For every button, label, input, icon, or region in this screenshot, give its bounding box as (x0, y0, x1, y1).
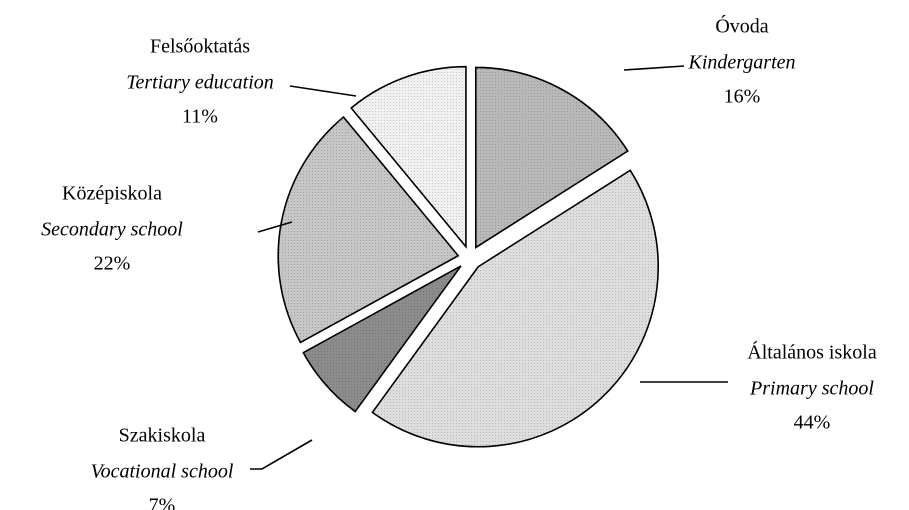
category-label: Középiskola (62, 183, 162, 205)
value-label: 7% (149, 495, 176, 510)
leader-line (623, 65, 685, 71)
value-label: 22% (94, 253, 131, 275)
slice-texture (303, 265, 461, 412)
slice-texture (278, 117, 459, 343)
value-label: 44% (794, 412, 831, 434)
slice-texture (475, 67, 628, 248)
leader-line (250, 439, 313, 470)
subcategory-label: Tertiary education (126, 72, 274, 94)
category-label: Általános iskola (747, 341, 877, 364)
subcategory-label: Kindergarten (687, 52, 795, 74)
value-label: 16% (724, 86, 761, 108)
category-label: Szakiskola (119, 425, 206, 447)
category-label: Óvoda (715, 14, 768, 38)
subcategory-label: Primary school (749, 378, 874, 400)
leader-line (257, 221, 293, 233)
slice-texture (351, 66, 466, 247)
slice-texture (372, 170, 659, 447)
subcategory-label: Vocational school (91, 461, 234, 483)
value-label: 11% (182, 106, 218, 128)
category-label: Felsőoktatás (150, 36, 250, 58)
leader-line (289, 85, 357, 97)
subcategory-label: Secondary school (41, 219, 183, 241)
